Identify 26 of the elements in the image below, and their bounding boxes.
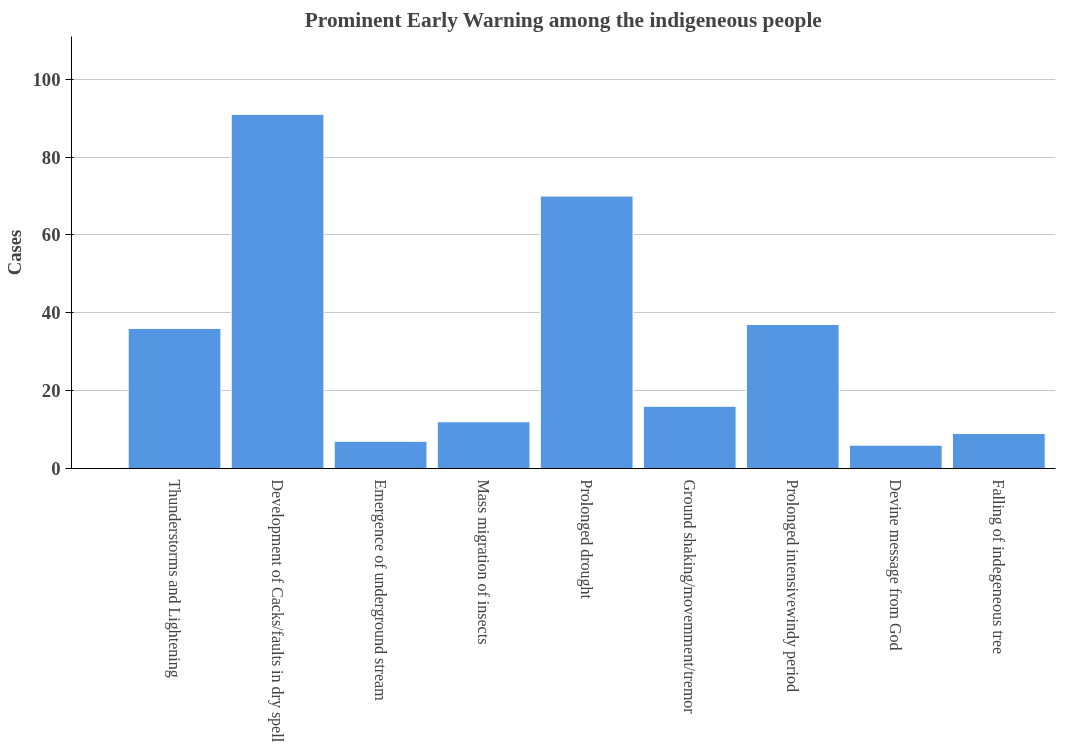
y-tick-label: 0 (51, 458, 61, 479)
bar (745, 324, 840, 469)
x-tick-label: Prolonged drought (577, 479, 596, 600)
x-tick-label: Thunderstorms and Lightening (165, 479, 184, 678)
x-tick-label: Falling of indegeneous tree (989, 479, 1008, 655)
x-tick-label: Prolonged intensivewindy period (783, 479, 802, 692)
bar (848, 444, 943, 469)
y-axis-title: Cases (3, 229, 25, 276)
bar (436, 421, 531, 469)
x-tick-label: Devine message from God (886, 479, 905, 651)
bar (951, 432, 1046, 469)
x-tick-label: Emergence of underground stream (371, 479, 390, 702)
y-tick-label: 60 (41, 224, 61, 246)
y-tick-label: 100 (32, 68, 61, 90)
bar (230, 113, 325, 469)
x-tick-label: Development of Cacks/faults in dry spell (268, 479, 287, 743)
chart-title: Prominent Early Warning among the indigeneous people (304, 7, 822, 32)
x-tick-label: Ground shaking/movemment/tremor (680, 479, 699, 715)
x-tick-label: Mass migration of insects (474, 479, 493, 645)
bar (539, 195, 634, 469)
bar (642, 405, 737, 469)
y-tick-label: 40 (41, 302, 61, 324)
bar (127, 327, 222, 469)
y-tick-label: 80 (41, 146, 61, 168)
y-tick-label: 20 (41, 380, 61, 402)
bar (333, 440, 428, 469)
